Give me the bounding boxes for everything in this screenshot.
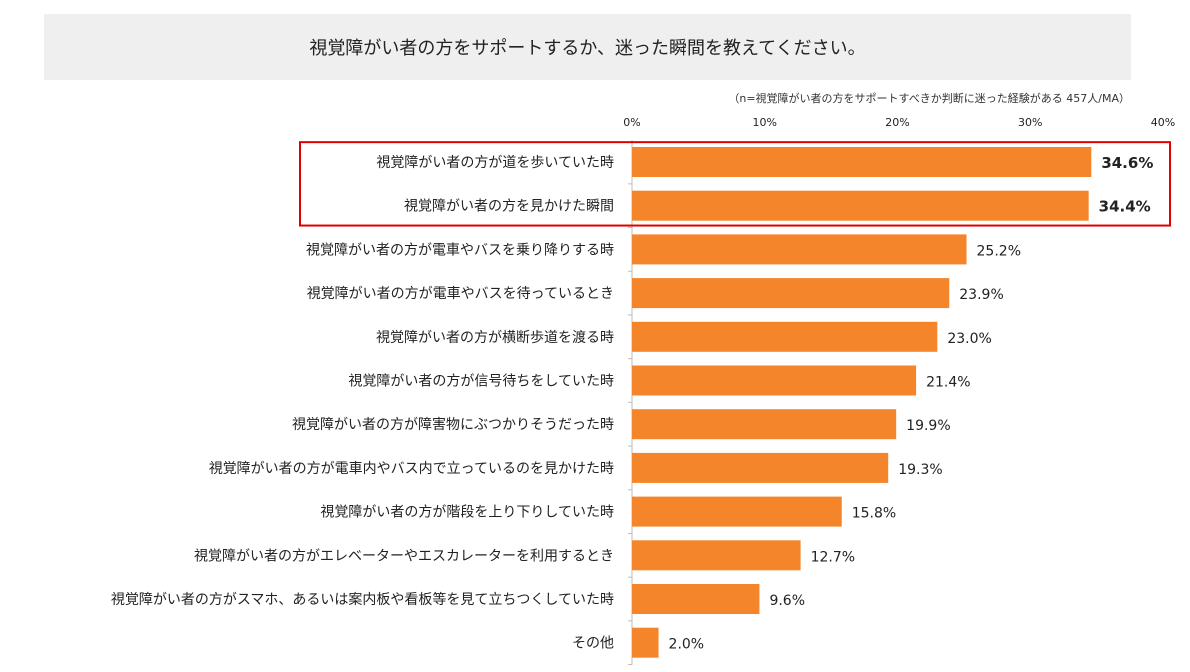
data-label: 23.9% — [959, 287, 1003, 303]
category-label: 視覚障がい者の方がエレベーターやエスカレーターを利用するとき — [194, 548, 614, 564]
x-tick-label: 40% — [1151, 116, 1175, 129]
bar — [632, 452, 889, 483]
data-label: 15.8% — [852, 506, 896, 522]
bar — [632, 496, 842, 527]
category-label: 視覚障がい者の方が横断歩道を渡る時 — [376, 330, 614, 346]
data-label: 12.7% — [811, 549, 855, 565]
bar — [632, 321, 938, 352]
bar — [632, 278, 950, 309]
bar — [632, 540, 801, 571]
category-label: その他 — [572, 636, 614, 652]
data-label: 23.0% — [947, 331, 991, 347]
bar — [632, 409, 897, 440]
category-label: 視覚障がい者の方が電車やバスを待っているとき — [307, 285, 614, 302]
bar — [632, 190, 1089, 221]
category-label: 視覚障がい者の方が信号待ちをしていた時 — [348, 374, 614, 390]
bar — [632, 627, 659, 658]
highlight-frame — [299, 141, 1171, 227]
category-label: 視覚障がい者の方が障害物にぶつかりそうだった時 — [292, 417, 614, 433]
bar — [632, 234, 967, 265]
chart-title: 視覚障がい者の方をサポートするか、迷った瞬間を教えてください。 — [309, 38, 866, 59]
data-label: 2.0% — [669, 637, 705, 653]
sample-note: （n=視覚障がい者の方をサポートすべきか判断に迷った経験がある 457人/MA） — [728, 92, 1130, 105]
bar — [632, 365, 917, 396]
category-label: 視覚障がい者の方が電車やバスを乗り降りする時 — [306, 241, 614, 258]
bar — [632, 584, 760, 614]
x-tick-label: 0% — [623, 116, 640, 129]
data-label: 19.9% — [906, 418, 950, 434]
category-label: 視覚障がい者の方を見かけた瞬間 — [404, 199, 614, 215]
bar — [632, 147, 1092, 177]
x-tick-label: 30% — [1018, 116, 1042, 129]
data-label: 21.4% — [926, 375, 970, 391]
data-label: 19.3% — [898, 462, 942, 478]
x-tick-label: 10% — [753, 116, 777, 129]
data-label: 9.6% — [769, 593, 805, 609]
category-label: 視覚障がい者の方が電車内やバス内で立っているのを見かけた時 — [209, 460, 614, 477]
category-label: 視覚障がい者の方がスマホ、あるいは案内板や看板等を見て立ちつくしていた時 — [111, 591, 614, 608]
data-label: 34.4% — [1099, 198, 1151, 216]
x-tick-label: 20% — [885, 116, 909, 129]
data-label: 25.2% — [977, 243, 1021, 259]
category-label: 視覚障がい者の方が道を歩いていた時 — [376, 155, 614, 171]
category-label: 視覚障がい者の方が階段を上り下りしていた時 — [320, 505, 614, 521]
data-label: 34.6% — [1101, 154, 1153, 172]
chart-title-band: 視覚障がい者の方をサポートするか、迷った瞬間を教えてください。 — [44, 14, 1131, 80]
